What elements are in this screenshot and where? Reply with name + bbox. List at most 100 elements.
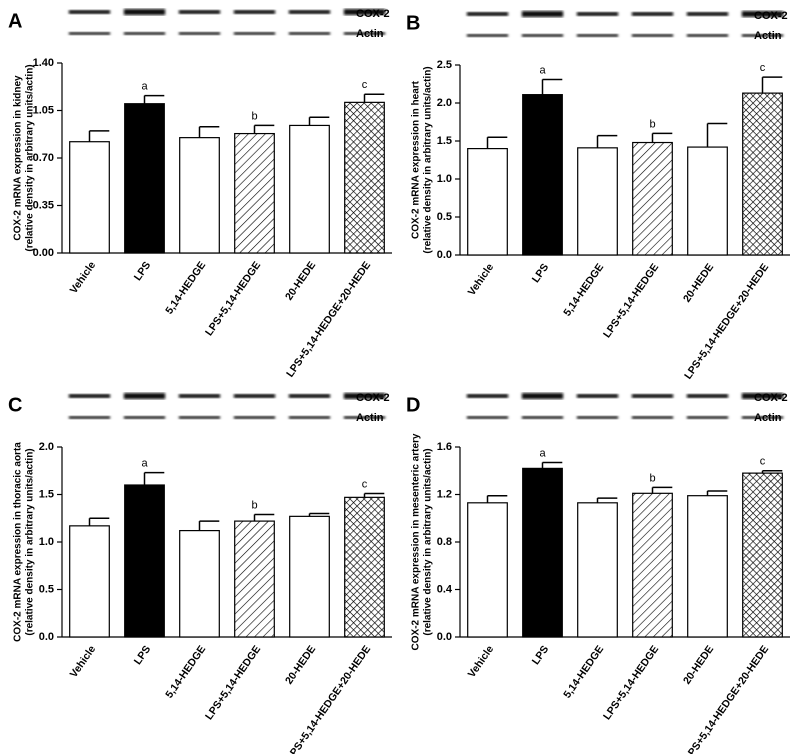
blot-band [576, 12, 619, 16]
y-tick-label: 0.5 [437, 211, 452, 223]
blot-band [631, 394, 674, 398]
x-tick-label: LPS [132, 259, 154, 283]
blot-band [288, 416, 331, 419]
blot-label: Actin [754, 412, 782, 424]
y-tick-label: 0.0 [437, 631, 452, 643]
y-tick-label: 1.2 [437, 488, 452, 500]
panel-letter: B [406, 12, 420, 34]
significance-letter: b [649, 118, 655, 130]
blot-band [466, 394, 509, 398]
y-tick-label: 1.0 [39, 536, 54, 548]
blot-band [123, 32, 166, 35]
bar [687, 146, 728, 256]
y-tick-label: 1.5 [39, 488, 54, 500]
blot-band [466, 12, 509, 16]
blot-band [233, 10, 276, 14]
x-tick-label: LPS+5,14-HEDGE [203, 259, 263, 338]
blot-band [178, 10, 221, 14]
y-tick-label: 1.40 [33, 57, 54, 69]
x-tick-label: LPS [132, 643, 154, 667]
blot-band [233, 416, 276, 419]
bar [179, 529, 220, 638]
bar [234, 132, 275, 254]
y-tick-label: 1.05 [33, 104, 54, 116]
bar [179, 137, 220, 254]
panel-letter: C [8, 394, 22, 416]
y-tick-label: 1.5 [437, 135, 452, 147]
bar [687, 495, 728, 638]
x-tick-label: LPS+5,14-HEDGE [601, 261, 661, 340]
x-tick-label: Vehicle [466, 261, 497, 298]
bar [344, 101, 385, 254]
x-tick-label: LPS [530, 643, 552, 667]
y-axis-label: COX-2 mRNA expression in mesenteric arte… [411, 433, 422, 650]
blot-band [343, 416, 386, 419]
bar [69, 141, 110, 254]
bar [289, 515, 330, 638]
y-tick-label: 2.0 [437, 97, 452, 109]
blot-label: Actin [754, 30, 782, 42]
blot-label: COX-2 [356, 8, 390, 20]
panel: D COX-2 Actin COX-2 mRNA expression in mese… [406, 392, 790, 754]
bar [344, 496, 385, 638]
significance-letter: b [251, 110, 257, 122]
blot-band [343, 393, 386, 399]
blot-band [233, 394, 276, 398]
significance-letter: c [362, 478, 368, 490]
y-tick-label: 0.00 [33, 247, 54, 259]
bar [234, 520, 275, 638]
blot-band [68, 394, 111, 398]
blot-band [343, 9, 386, 15]
blot-band [576, 34, 619, 37]
significance-letter: a [141, 458, 148, 470]
significance-letter: c [362, 79, 368, 91]
significance-letter: b [649, 472, 655, 484]
blot-band [741, 416, 784, 419]
x-tick-label: 20-HEDE [681, 261, 716, 304]
blot-label: COX-2 [754, 10, 788, 22]
y-axis-label: COX-2 mRNA expression in kidney [13, 75, 24, 241]
x-tick-label: Vehicle [68, 643, 99, 680]
blot-band [343, 32, 386, 35]
y-tick-label: 0.0 [437, 249, 452, 261]
significance-letter: c [760, 62, 766, 74]
y-tick-label: 1.6 [437, 441, 452, 453]
blot-band [741, 393, 784, 399]
y-axis-label: (relative density in arbitrary units/act… [423, 66, 434, 253]
blot-label: COX-2 [754, 392, 788, 404]
blot-band [686, 34, 729, 37]
blot-band [123, 9, 166, 15]
significance-letter: a [539, 447, 546, 459]
blot-band [68, 10, 111, 14]
bar [69, 525, 110, 638]
y-tick-label: 1.0 [437, 173, 452, 185]
y-tick-label: 2.5 [437, 59, 452, 71]
blot-band [741, 34, 784, 37]
x-tick-label: 5,14-HEDGE [163, 259, 208, 316]
panel: A COX-2 Actin COX-2 mRNA expression in kidn… [8, 8, 392, 380]
blot-band [521, 393, 564, 399]
x-tick-label: LPS [530, 261, 552, 285]
y-axis-label: (relative density in arbitrary units/act… [423, 448, 434, 635]
blot-band [576, 394, 619, 398]
blot-band [521, 416, 564, 419]
bar [742, 92, 783, 256]
y-axis-label: (relative density in arbitrary units/act… [25, 64, 36, 251]
blot-band [521, 11, 564, 17]
blot-band [288, 10, 331, 14]
blot-band [631, 12, 674, 16]
blot-label: Actin [356, 28, 384, 40]
blot-band [466, 34, 509, 37]
blot-band [68, 32, 111, 35]
y-tick-label: 0.5 [39, 583, 54, 595]
bar [289, 124, 330, 254]
x-tick-label: 20-HEDE [283, 643, 318, 686]
bar [522, 467, 563, 638]
blot-band [686, 416, 729, 419]
bar [124, 103, 165, 254]
bar [124, 484, 165, 638]
blot-label: Actin [356, 412, 384, 424]
blot-band [631, 34, 674, 37]
blot-band [123, 416, 166, 419]
